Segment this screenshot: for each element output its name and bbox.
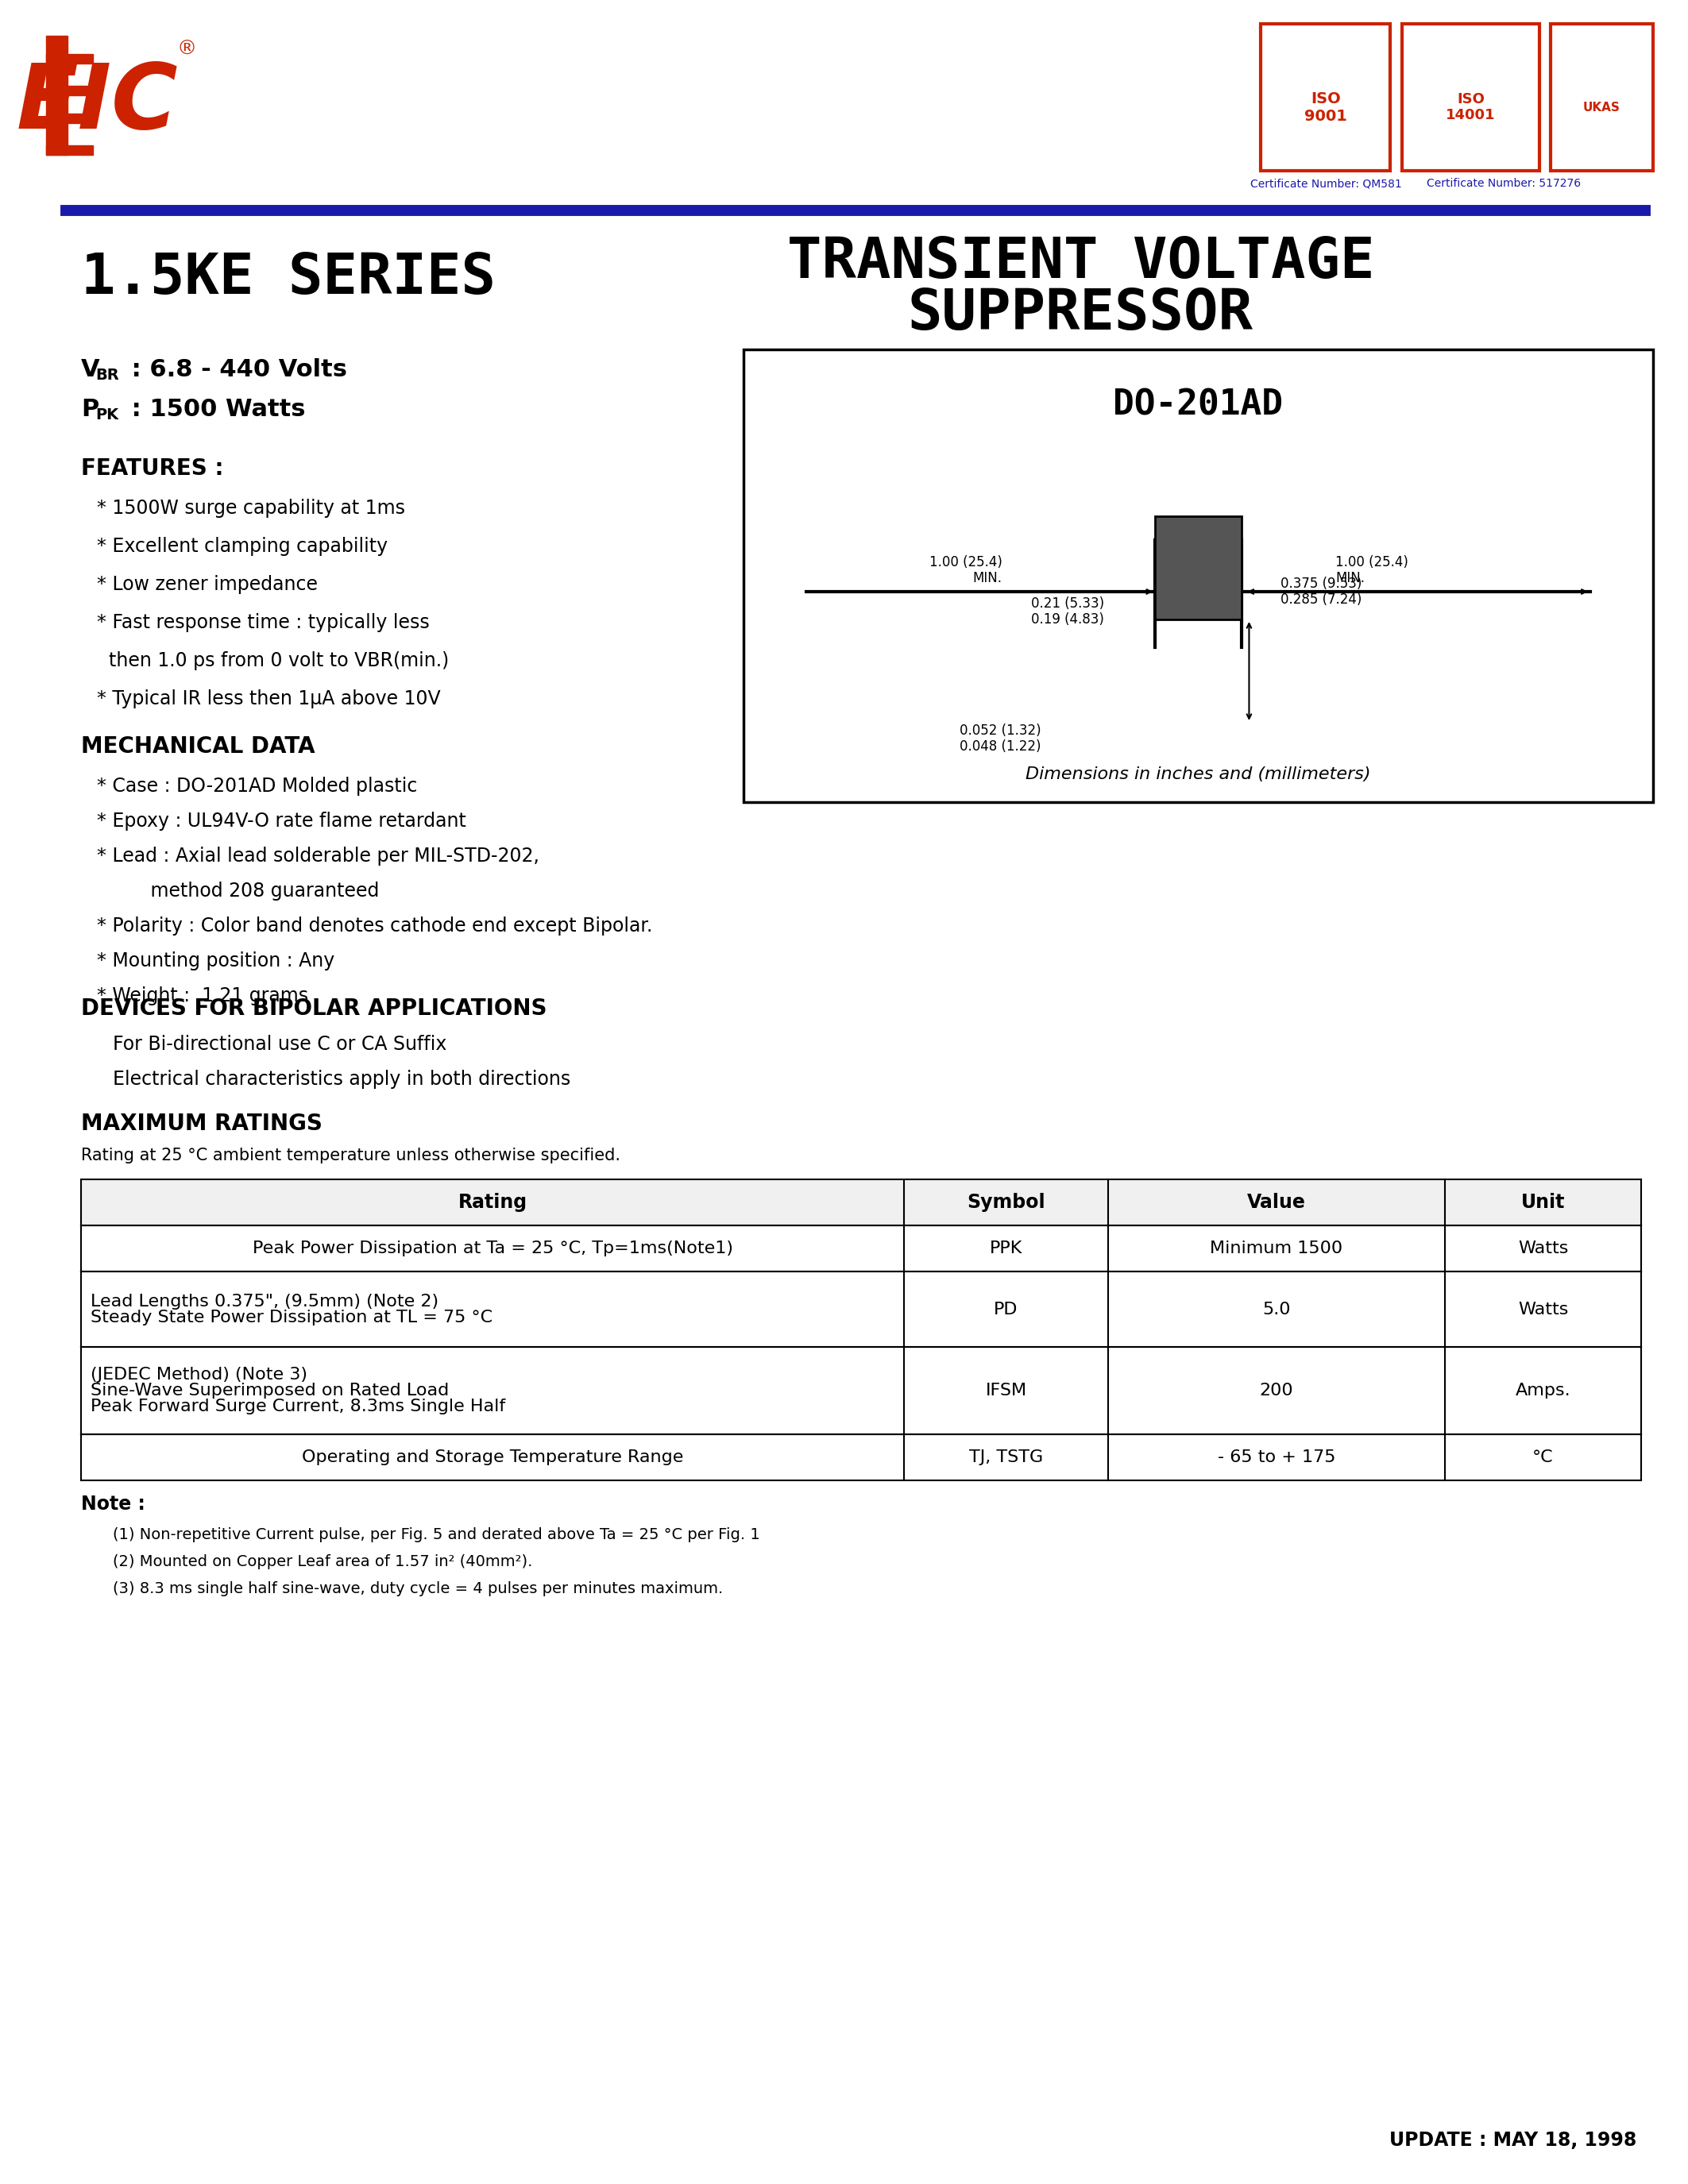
Text: - 65 to + 175: - 65 to + 175 (1217, 1450, 1335, 1465)
Text: Value: Value (1247, 1192, 1307, 1212)
Text: Sine-Wave Superimposed on Rated Load: Sine-Wave Superimposed on Rated Load (91, 1382, 449, 1398)
Bar (81, 1179, 1641, 1225)
Text: * Low zener impedance: * Low zener impedance (96, 574, 317, 594)
Text: Steady State Power Dissipation at TL = 75 °C: Steady State Power Dissipation at TL = 7… (91, 1308, 493, 1326)
Text: 1.00 (25.4)
MIN.: 1.00 (25.4) MIN. (928, 555, 1003, 585)
Bar (1261, 24, 1391, 170)
Text: (2) Mounted on Copper Leaf area of 1.57 in² (40mm²).: (2) Mounted on Copper Leaf area of 1.57 … (113, 1553, 532, 1568)
Text: PPK: PPK (989, 1241, 1023, 1256)
Text: 1.00 (25.4)
MIN.: 1.00 (25.4) MIN. (1335, 555, 1408, 585)
Text: DEVICES FOR BIPOLAR APPLICATIONS: DEVICES FOR BIPOLAR APPLICATIONS (81, 998, 547, 1020)
Text: Peak Forward Surge Current, 8.3ms Single Half: Peak Forward Surge Current, 8.3ms Single… (91, 1398, 505, 1415)
Bar (81, 1271, 1641, 1348)
Text: UPDATE : MAY 18, 1998: UPDATE : MAY 18, 1998 (1389, 2132, 1637, 2149)
Text: P: P (81, 397, 100, 422)
Text: Unit: Unit (1521, 1192, 1565, 1212)
Text: * Fast response time : typically less: * Fast response time : typically less (96, 614, 429, 631)
Bar (743, 349, 1653, 802)
Text: MECHANICAL DATA: MECHANICAL DATA (81, 736, 316, 758)
Text: Lead Lengths 0.375", (9.5mm) (Note 2): Lead Lengths 0.375", (9.5mm) (Note 2) (91, 1293, 439, 1308)
Text: 5.0: 5.0 (1263, 1302, 1291, 1317)
Bar (46, 85, 93, 96)
Text: * Epoxy : UL94V-O rate flame retardant: * Epoxy : UL94V-O rate flame retardant (96, 812, 466, 830)
Text: * Excellent clamping capability: * Excellent clamping capability (96, 537, 388, 557)
Text: Minimum 1500: Minimum 1500 (1210, 1241, 1344, 1256)
Text: Certificate Number: QM581: Certificate Number: QM581 (1251, 177, 1401, 190)
Text: Electrical characteristics apply in both directions: Electrical characteristics apply in both… (113, 1070, 571, 1090)
Text: (1) Non-repetitive Current pulse, per Fig. 5 and derated above Ta = 25 °C per Fi: (1) Non-repetitive Current pulse, per Fi… (113, 1527, 760, 1542)
Text: * Typical IR less then 1μA above 10V: * Typical IR less then 1μA above 10V (96, 690, 441, 708)
Text: 0.21 (5.33)
0.19 (4.83): 0.21 (5.33) 0.19 (4.83) (1031, 596, 1104, 627)
Bar (81, 1348, 1641, 1435)
Text: IFSM: IFSM (986, 1382, 1026, 1398)
Bar (1551, 24, 1653, 170)
Text: EIC: EIC (15, 59, 177, 146)
Text: SUPPRESSOR: SUPPRESSOR (908, 286, 1252, 341)
Text: * Case : DO-201AD Molded plastic: * Case : DO-201AD Molded plastic (96, 778, 417, 795)
Text: MAXIMUM RATINGS: MAXIMUM RATINGS (81, 1112, 322, 1136)
Bar (1155, 515, 1241, 620)
Text: : 6.8 - 440 Volts: : 6.8 - 440 Volts (123, 358, 346, 380)
Text: : 1500 Watts: : 1500 Watts (123, 397, 306, 422)
Text: ®: ® (177, 39, 197, 59)
Text: BR: BR (95, 367, 118, 382)
Text: 1.5KE SERIES: 1.5KE SERIES (81, 251, 496, 306)
Bar (46, 146, 93, 155)
Bar (1403, 24, 1539, 170)
Text: (3) 8.3 ms single half sine-wave, duty cycle = 4 pulses per minutes maximum.: (3) 8.3 ms single half sine-wave, duty c… (113, 1581, 722, 1597)
Bar (46, 35, 68, 155)
Text: V: V (81, 358, 100, 380)
Text: Peak Power Dissipation at Ta = 25 °C, Tp=1ms(Note1): Peak Power Dissipation at Ta = 25 °C, Tp… (253, 1241, 733, 1256)
Text: FEATURES :: FEATURES : (81, 456, 225, 480)
Text: * Weight :  1.21 grams: * Weight : 1.21 grams (96, 987, 309, 1005)
Text: 0.375 (9.53)
0.285 (7.24): 0.375 (9.53) 0.285 (7.24) (1281, 577, 1362, 607)
Text: PD: PD (994, 1302, 1018, 1317)
Text: Certificate Number: 517276: Certificate Number: 517276 (1426, 177, 1582, 190)
Text: Amps.: Amps. (1516, 1382, 1570, 1398)
Text: * Polarity : Color band denotes cathode end except Bipolar.: * Polarity : Color band denotes cathode … (96, 917, 653, 935)
Text: (JEDEC Method) (Note 3): (JEDEC Method) (Note 3) (91, 1367, 307, 1382)
Text: DO-201AD: DO-201AD (1112, 389, 1283, 422)
Bar (81, 1225, 1641, 1271)
Text: ISO
14001: ISO 14001 (1447, 92, 1496, 122)
Bar (46, 114, 93, 122)
Text: * Lead : Axial lead solderable per MIL-STD-202,: * Lead : Axial lead solderable per MIL-S… (96, 847, 538, 865)
Text: For Bi-directional use C or CA Suffix: For Bi-directional use C or CA Suffix (113, 1035, 447, 1055)
Text: Watts: Watts (1518, 1302, 1568, 1317)
Text: Note :: Note : (81, 1494, 145, 1514)
Text: °C: °C (1533, 1450, 1553, 1465)
Text: Rating: Rating (457, 1192, 527, 1212)
Text: Operating and Storage Temperature Range: Operating and Storage Temperature Range (302, 1450, 684, 1465)
Text: TJ, TSTG: TJ, TSTG (969, 1450, 1043, 1465)
Text: UKAS: UKAS (1583, 100, 1620, 114)
Text: 200: 200 (1259, 1382, 1293, 1398)
Text: Symbol: Symbol (967, 1192, 1045, 1212)
Text: ISO
9001: ISO 9001 (1305, 92, 1347, 124)
Text: then 1.0 ps from 0 volt to VBR(min.): then 1.0 ps from 0 volt to VBR(min.) (96, 651, 449, 670)
Text: Rating at 25 °C ambient temperature unless otherwise specified.: Rating at 25 °C ambient temperature unle… (81, 1147, 621, 1164)
Text: Watts: Watts (1518, 1241, 1568, 1256)
Text: * 1500W surge capability at 1ms: * 1500W surge capability at 1ms (96, 498, 405, 518)
Text: 0.052 (1.32)
0.048 (1.22): 0.052 (1.32) 0.048 (1.22) (960, 723, 1041, 753)
Text: TRANSIENT VOLTAGE: TRANSIENT VOLTAGE (787, 234, 1374, 290)
Text: method 208 guaranteed: method 208 guaranteed (96, 882, 380, 900)
Text: PK: PK (95, 406, 118, 422)
Text: Dimensions in inches and (millimeters): Dimensions in inches and (millimeters) (1026, 767, 1371, 782)
Bar (46, 55, 93, 63)
Bar (81, 1435, 1641, 1481)
Text: * Mounting position : Any: * Mounting position : Any (96, 952, 334, 970)
